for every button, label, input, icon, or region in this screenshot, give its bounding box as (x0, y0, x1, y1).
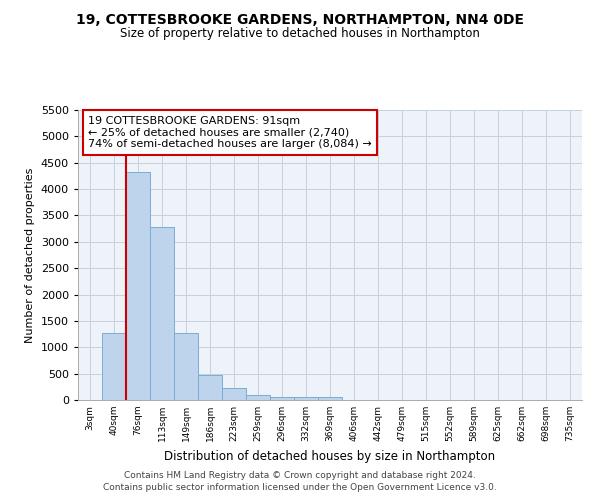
Y-axis label: Number of detached properties: Number of detached properties (25, 168, 35, 342)
Bar (150, 226, 174, 400)
Text: Size of property relative to detached houses in Northampton: Size of property relative to detached ho… (120, 28, 480, 40)
Bar (102, 333, 126, 400)
Text: 19 COTTESBROOKE GARDENS: 91sqm
← 25% of detached houses are smaller (2,740)
74% : 19 COTTESBROOKE GARDENS: 91sqm ← 25% of … (88, 116, 372, 149)
Text: Contains public sector information licensed under the Open Government Licence v3: Contains public sector information licen… (103, 484, 497, 492)
Bar (246, 396, 270, 400)
Bar (198, 374, 222, 400)
X-axis label: Distribution of detached houses by size in Northampton: Distribution of detached houses by size … (164, 450, 496, 462)
Bar (222, 388, 246, 400)
Bar (174, 332, 198, 400)
Bar (126, 172, 150, 400)
Text: 19, COTTESBROOKE GARDENS, NORTHAMPTON, NN4 0DE: 19, COTTESBROOKE GARDENS, NORTHAMPTON, N… (76, 12, 524, 26)
Text: Contains HM Land Registry data © Crown copyright and database right 2024.: Contains HM Land Registry data © Crown c… (124, 471, 476, 480)
Bar (294, 398, 318, 400)
Bar (270, 397, 294, 400)
Bar (318, 398, 342, 400)
